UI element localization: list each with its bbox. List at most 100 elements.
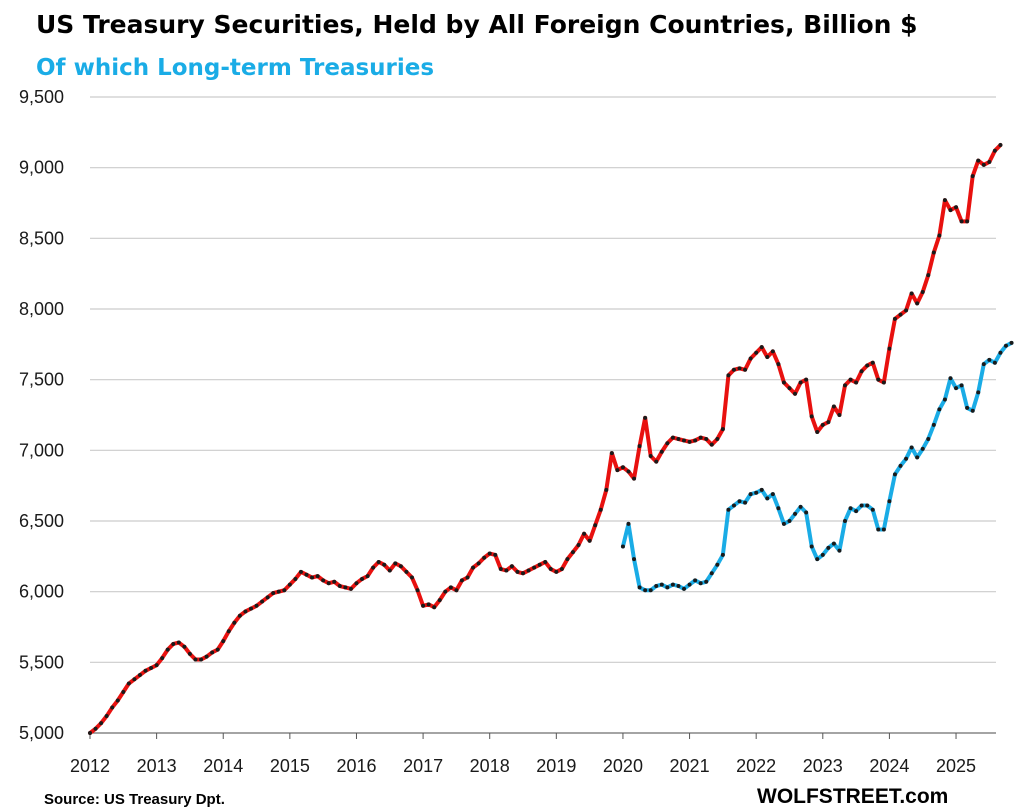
series-point	[887, 499, 892, 504]
series-point	[909, 291, 914, 296]
series-point	[287, 582, 292, 587]
series-point	[176, 640, 181, 645]
series-point	[954, 205, 959, 210]
series-point	[337, 584, 342, 589]
series-point	[831, 541, 836, 546]
series-point	[310, 575, 315, 580]
series-point	[393, 561, 398, 566]
series-point	[276, 589, 281, 594]
series-point	[937, 233, 942, 238]
series-point	[321, 578, 326, 583]
series-point	[620, 465, 625, 470]
series-point	[509, 564, 514, 569]
series-point	[765, 355, 770, 360]
series-point	[743, 367, 748, 372]
series-point	[521, 571, 526, 576]
series-point	[437, 598, 442, 603]
series-point	[593, 523, 598, 528]
series-point	[248, 606, 253, 611]
series-point	[526, 568, 531, 573]
series-point	[543, 559, 548, 564]
series-point	[787, 519, 792, 523]
series-point	[992, 148, 997, 153]
x-tick-label: 2020	[603, 756, 643, 776]
series-point	[343, 585, 348, 590]
series-point	[204, 654, 209, 659]
series-point	[904, 308, 909, 313]
series-point	[693, 438, 698, 443]
series-point	[965, 405, 970, 410]
series-point	[459, 578, 464, 583]
series-point	[665, 585, 670, 590]
series-point	[909, 445, 914, 450]
series-point	[826, 545, 831, 550]
series-point	[160, 656, 165, 661]
y-tick-label: 7,000	[19, 440, 64, 460]
series-point	[876, 377, 881, 382]
series-point	[93, 726, 98, 731]
series-point	[421, 603, 426, 608]
series-point	[471, 565, 476, 570]
series-point	[781, 521, 786, 526]
x-tick-label: 2019	[536, 756, 576, 776]
series-point	[659, 449, 664, 454]
chart-title: US Treasury Securities, Held by All Fore…	[36, 10, 918, 39]
series-point	[615, 468, 620, 473]
series-point	[626, 469, 631, 474]
x-tick-label: 2015	[270, 756, 310, 776]
y-tick-label: 5,500	[19, 652, 64, 672]
series-point	[698, 581, 703, 586]
series-point	[754, 350, 759, 355]
series-point	[793, 391, 798, 396]
series-point	[632, 476, 637, 481]
series-point	[126, 681, 131, 686]
series-point	[648, 453, 653, 458]
series-point	[843, 519, 847, 523]
series-point	[254, 603, 259, 608]
series-point	[493, 552, 498, 557]
series-point	[715, 437, 720, 442]
series-point	[604, 487, 609, 492]
x-tick-label: 2014	[203, 756, 243, 776]
series-point	[737, 366, 742, 371]
series-point	[837, 413, 842, 417]
series-point	[920, 290, 925, 295]
series-point	[687, 439, 692, 444]
series-point	[415, 588, 420, 593]
series-point	[759, 345, 764, 350]
series-point	[942, 198, 947, 203]
series-point	[837, 548, 842, 553]
series-point	[898, 463, 903, 468]
series-point	[132, 677, 137, 682]
series-point	[565, 557, 570, 562]
series-point	[831, 404, 836, 409]
series-point	[404, 569, 409, 574]
y-tick-label: 8,500	[19, 228, 64, 248]
series-point	[915, 455, 920, 460]
series-point	[870, 507, 875, 512]
series-point	[770, 492, 775, 497]
series-point	[271, 591, 276, 596]
series-point	[981, 362, 986, 367]
series-point	[743, 500, 748, 505]
series-point	[915, 301, 920, 306]
series-point	[609, 451, 614, 456]
series-point	[754, 490, 759, 495]
series-point	[865, 503, 870, 508]
series-point	[637, 444, 642, 449]
series-point	[632, 557, 637, 562]
x-tick-label: 2016	[336, 756, 376, 776]
series-point	[709, 571, 714, 576]
series-point	[387, 568, 392, 573]
x-tick-label: 2023	[803, 756, 843, 776]
series-point	[110, 705, 115, 710]
series-point	[570, 550, 575, 555]
series-point	[926, 273, 931, 278]
series-point	[687, 582, 692, 587]
series-point	[976, 390, 981, 395]
series-point	[942, 397, 947, 402]
series-point	[332, 579, 337, 584]
series-point	[426, 602, 431, 607]
series-point	[515, 569, 520, 574]
